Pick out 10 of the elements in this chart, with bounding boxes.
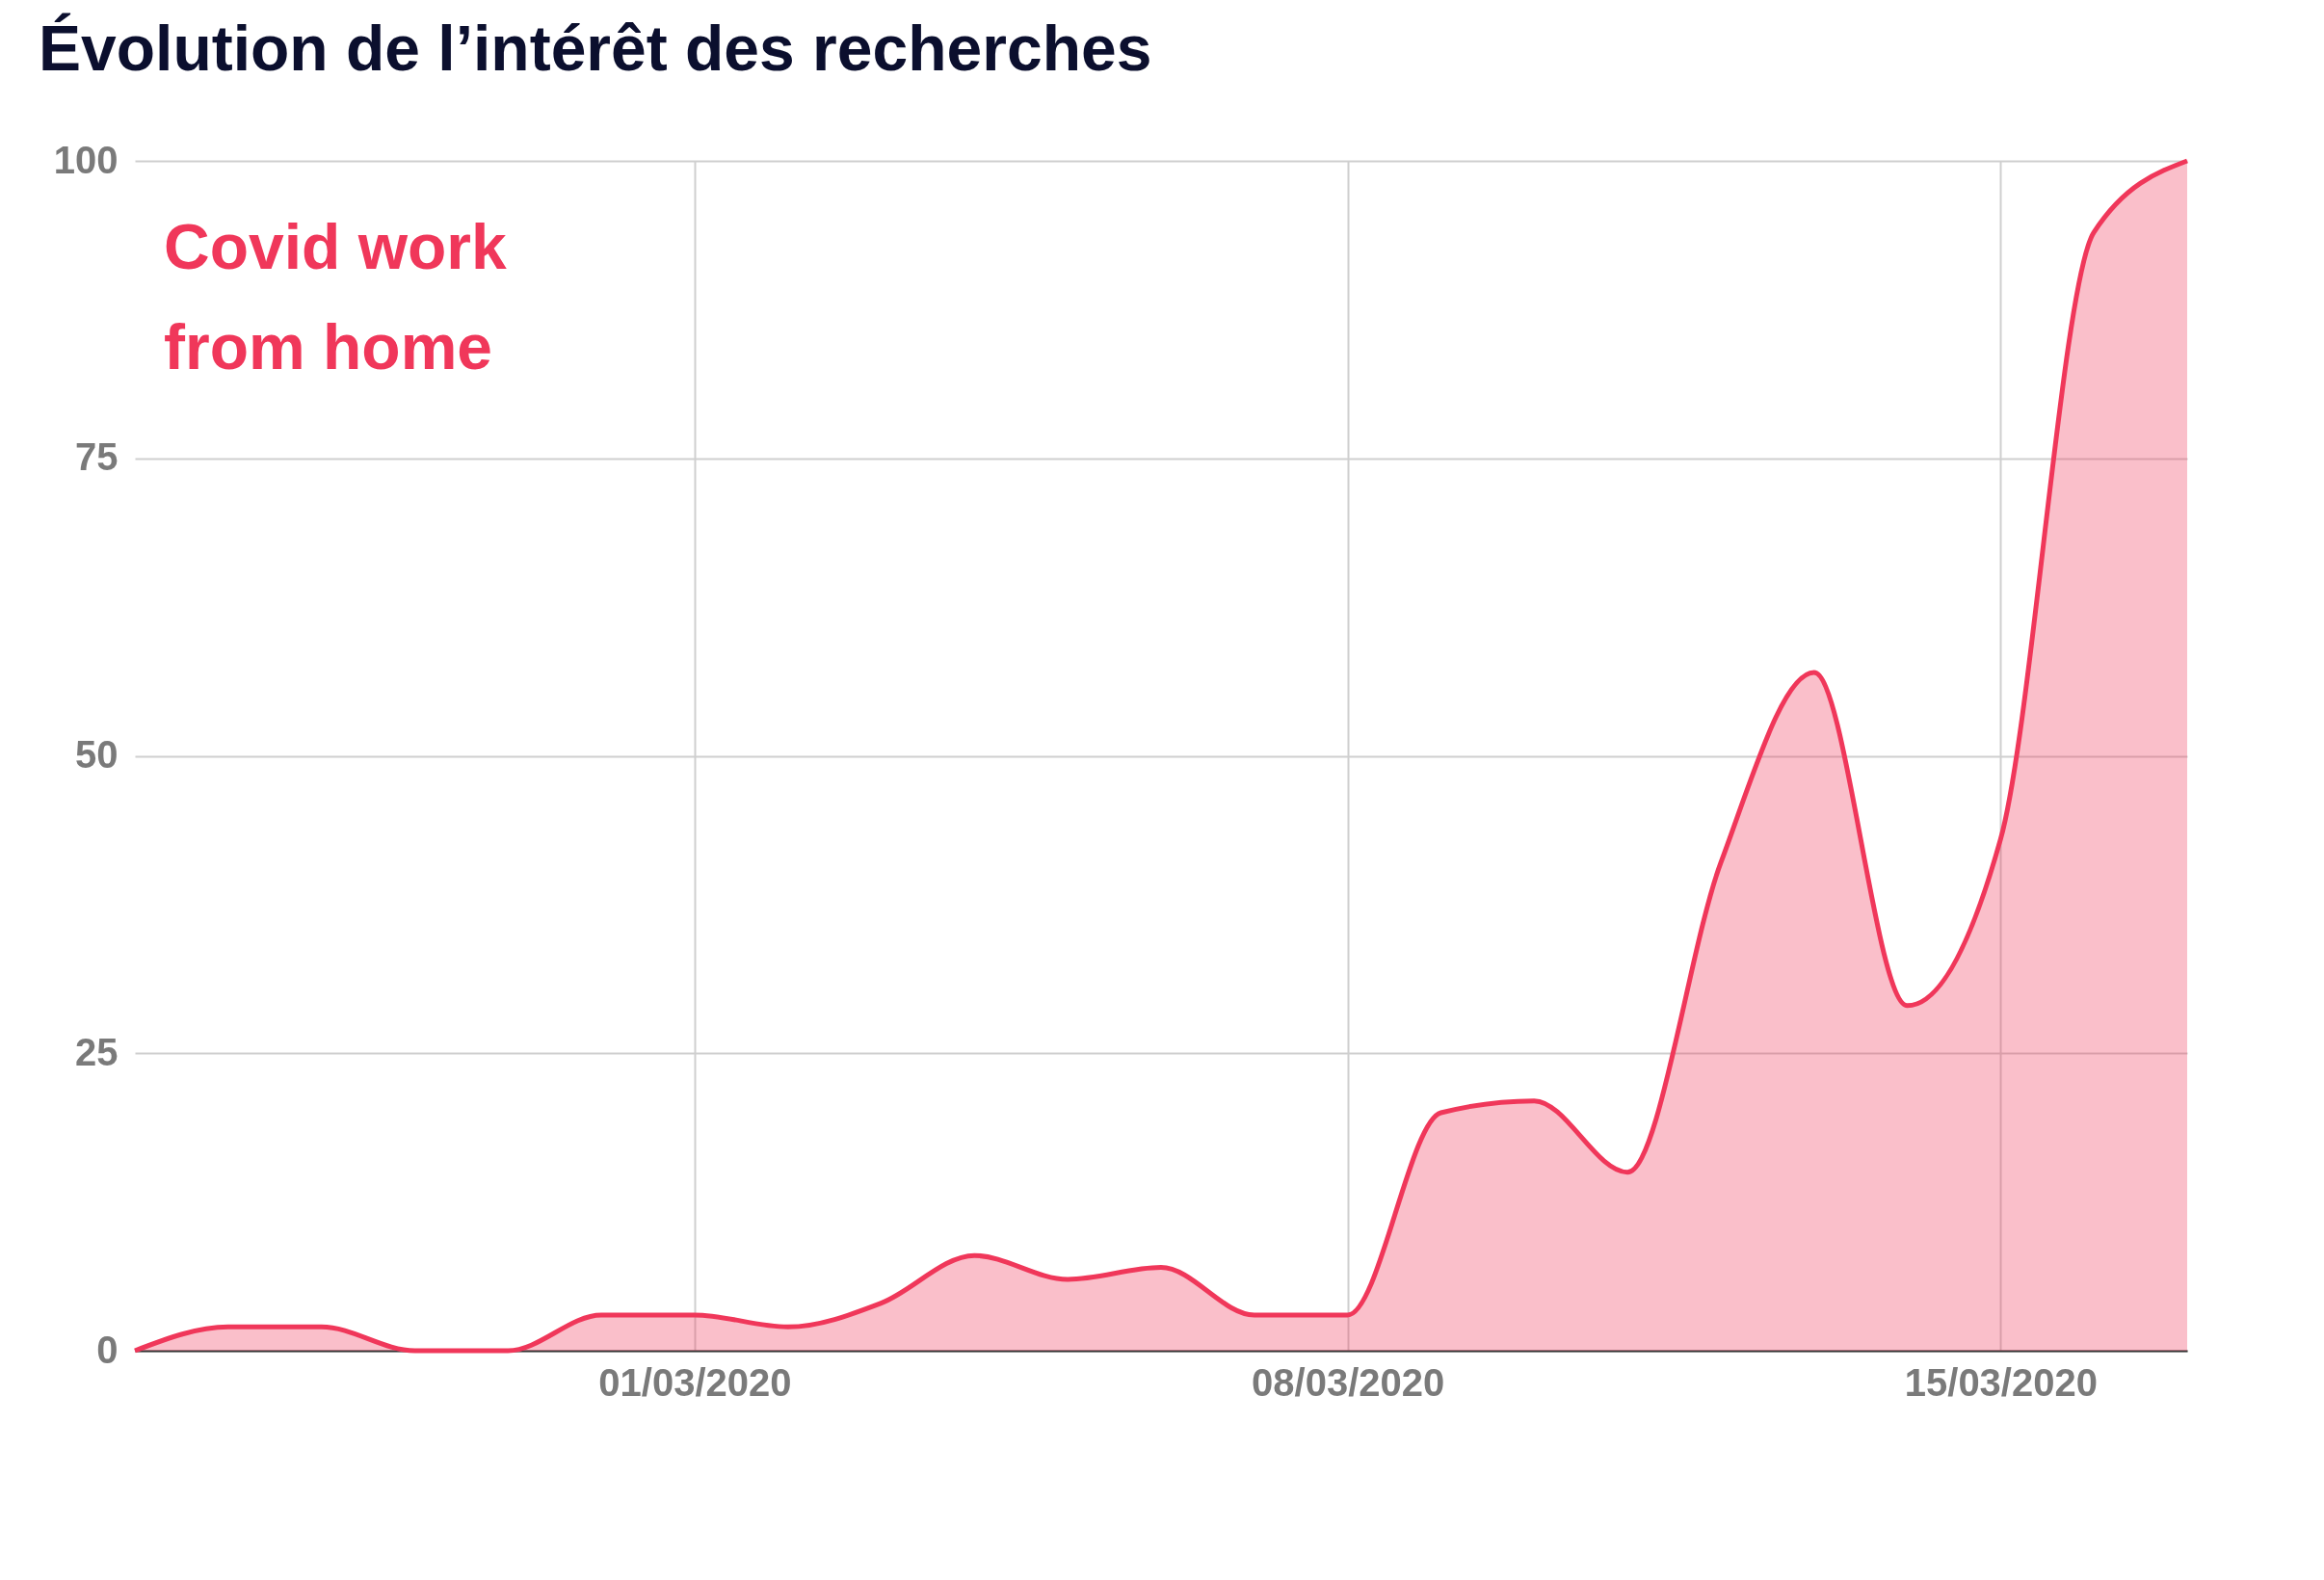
- x-tick-label: 15/03/2020: [1904, 1360, 2098, 1404]
- text: Covid work from home: [164, 211, 508, 382]
- chart-title: Évolution de l’intérêt des recherches: [39, 13, 1152, 84]
- x-tick-label: 01/03/2020: [598, 1360, 792, 1404]
- y-tick-label: 0: [96, 1328, 119, 1371]
- y-tick-label: 100: [53, 138, 119, 181]
- y-tick-label: 50: [75, 733, 119, 776]
- y-tick-label: 25: [75, 1030, 119, 1073]
- x-tick-label: 08/03/2020: [1252, 1360, 1445, 1404]
- y-tick-label: 75: [75, 435, 119, 479]
